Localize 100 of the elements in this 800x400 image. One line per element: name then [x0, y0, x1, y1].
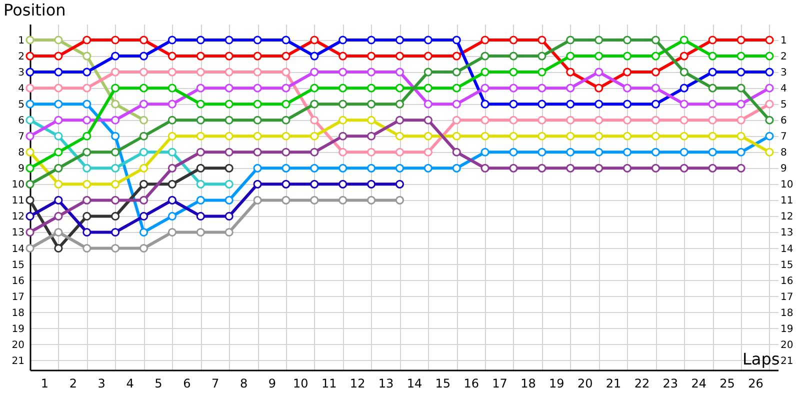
point [680, 148, 688, 156]
x-tick-label: 17 [492, 376, 508, 390]
point [622, 132, 632, 140]
point [566, 100, 575, 108]
y2-tick-label: 16 [780, 276, 794, 287]
point [622, 148, 632, 156]
point [54, 68, 63, 76]
point [253, 116, 262, 124]
point [708, 148, 717, 156]
point [168, 164, 176, 172]
point [139, 100, 148, 108]
point [594, 148, 604, 156]
y-tick-label: 14 [12, 244, 24, 255]
point [310, 164, 319, 172]
point [338, 100, 348, 108]
point [622, 52, 632, 60]
point [54, 196, 63, 204]
point [424, 100, 432, 108]
point [566, 68, 575, 76]
y2-tick-label: 20 [780, 340, 794, 351]
y2-tick-label: 11 [780, 196, 794, 207]
x-tick-label: 24 [691, 376, 707, 390]
x-tick-label: 3 [98, 376, 106, 390]
point [168, 148, 176, 156]
point [111, 196, 120, 204]
point [452, 84, 461, 92]
y2-tick-label: 12 [780, 212, 794, 223]
point [26, 212, 34, 220]
point [253, 68, 262, 76]
point [224, 228, 234, 237]
point [54, 228, 63, 237]
point [82, 244, 92, 253]
point [310, 132, 319, 140]
point [168, 84, 176, 92]
point [736, 164, 746, 172]
point [54, 132, 63, 140]
point [168, 68, 176, 76]
x-tick-label: 2 [69, 376, 77, 390]
point [111, 244, 120, 253]
point [708, 164, 717, 172]
y2-tick-label: 1 [780, 36, 787, 47]
point [338, 196, 348, 204]
point [424, 148, 432, 156]
x-tick-label: 10 [293, 376, 308, 390]
point [139, 116, 148, 124]
point [139, 244, 148, 253]
point [338, 36, 348, 44]
point [452, 36, 461, 44]
point [224, 68, 234, 76]
point [452, 148, 461, 156]
point [196, 228, 205, 237]
point [708, 132, 717, 140]
point [139, 180, 148, 188]
point [338, 132, 348, 140]
point [82, 164, 92, 172]
point [139, 228, 148, 237]
x-tick-label: 9 [268, 376, 276, 390]
x-tick-label: 19 [549, 376, 564, 390]
x-tick-label: 18 [520, 376, 536, 390]
point [395, 180, 404, 188]
point [253, 196, 262, 204]
point [538, 52, 546, 60]
point [509, 132, 518, 140]
point [196, 36, 205, 44]
y-axis-title: Position [4, 0, 66, 20]
point [566, 164, 575, 172]
point [310, 52, 319, 60]
point [765, 132, 774, 140]
point [680, 164, 688, 172]
point [594, 164, 604, 172]
point [196, 180, 205, 188]
point [424, 52, 432, 60]
point [566, 116, 575, 124]
point [196, 148, 205, 156]
x-tick-label: 16 [464, 376, 479, 390]
point [538, 100, 546, 108]
point [82, 180, 92, 188]
point [594, 84, 604, 92]
point [196, 132, 205, 140]
point [26, 244, 34, 253]
point [282, 84, 290, 92]
y2-tick-label: 18 [780, 308, 794, 319]
point [367, 196, 376, 204]
point [395, 84, 404, 92]
x-tick-label: 12 [350, 376, 366, 390]
point [54, 84, 63, 92]
point [253, 84, 262, 92]
point [480, 68, 490, 76]
point [26, 228, 34, 237]
y2-tick-label: 10 [780, 180, 794, 191]
point [566, 132, 575, 140]
point [680, 100, 688, 108]
point [566, 84, 575, 92]
point [253, 52, 262, 60]
point [224, 132, 234, 140]
y-tick-label: 7 [18, 132, 24, 143]
point [224, 164, 234, 172]
point [395, 68, 404, 76]
point [111, 68, 120, 76]
y2-tick-label: 4 [780, 84, 787, 95]
